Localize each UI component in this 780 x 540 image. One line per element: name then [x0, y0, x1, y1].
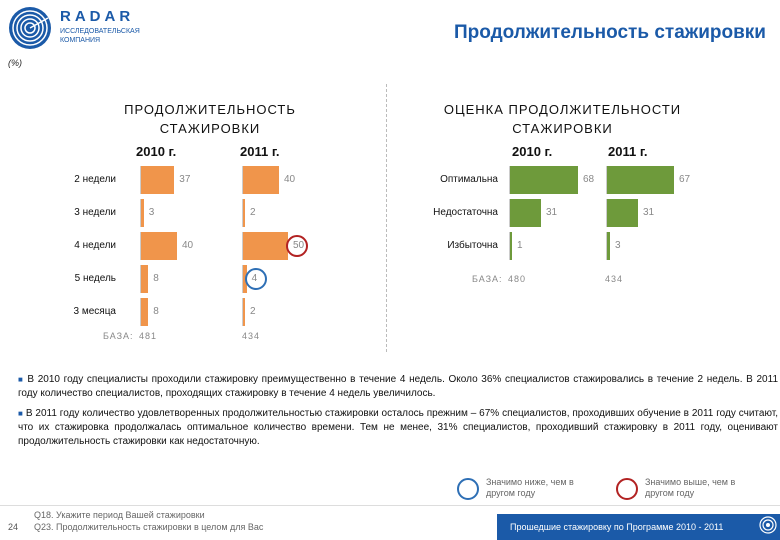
- lower-legend-text: Значимо ниже, чем в другом году: [486, 477, 574, 498]
- bar: [607, 166, 674, 194]
- left-panel-title-line1: ПРОДОЛЖИТЕЛЬНОСТЬ: [124, 102, 296, 117]
- left-year-2010: 2010 г.: [136, 144, 177, 159]
- logo-name: RADAR: [60, 8, 135, 25]
- data-label: 67: [679, 174, 691, 185]
- paragraph-1: ■ В 2010 году специалисты проходили стаж…: [18, 373, 778, 401]
- right-panel-title: ОЦЕНКА ПРОДОЛЖИТЕЛЬНОСТИ СТАЖИРОВКИ: [430, 100, 695, 138]
- left-panel-title-line2: СТАЖИРОВКИ: [159, 121, 261, 136]
- bar-axis-line: [606, 232, 607, 260]
- bar-axis-line: [140, 232, 141, 260]
- bar-axis-line: [140, 166, 141, 194]
- slide-title: Продолжительность стажировки: [454, 22, 766, 43]
- data-label: 8: [153, 273, 159, 284]
- bar: [141, 232, 177, 260]
- category-label: 3 месяца: [73, 306, 116, 317]
- data-label: 40: [182, 240, 194, 251]
- data-label: 3: [615, 240, 621, 251]
- category-label: 3 недели: [74, 207, 116, 218]
- lower-legend-circle-icon: [457, 478, 479, 500]
- logo-subtitle: ИССЛЕДОВАТЕЛЬСКАЯ КОМПАНИЯ: [60, 28, 140, 44]
- bar-axis-line: [140, 265, 141, 293]
- paragraph-2-text: В 2011 году количество удовлетворенных п…: [18, 408, 778, 447]
- bar: [243, 298, 245, 326]
- category-label: Оптимальна: [440, 174, 498, 185]
- data-label: 1: [517, 240, 523, 251]
- question-q18: Q18. Укажите период Вашей стажировки: [34, 510, 205, 520]
- right-panel-title-line1: ОЦЕНКА ПРОДОЛЖИТЕЛЬНОСТИ: [443, 102, 682, 117]
- bar-axis-line: [242, 199, 243, 227]
- right-panel-title-line2: СТАЖИРОВКИ: [512, 121, 613, 136]
- radar-logo-icon: [9, 7, 51, 49]
- bar-axis-line: [509, 232, 510, 260]
- unit-label: (%): [8, 58, 22, 68]
- bar: [607, 232, 610, 260]
- data-label: 2: [250, 207, 256, 218]
- bar: [243, 166, 279, 194]
- right-base-2011: 434: [605, 274, 624, 284]
- bullet-icon: ■: [18, 409, 23, 418]
- bar-axis-line: [606, 166, 607, 194]
- footer-bar: [497, 514, 780, 540]
- data-label: 37: [179, 174, 191, 185]
- left-year-2011: 2011 г.: [240, 144, 280, 159]
- bar-axis-line: [242, 265, 243, 293]
- bar-axis-line: [242, 298, 243, 326]
- category-label: 5 недель: [74, 273, 116, 284]
- bar: [510, 166, 578, 194]
- left-base-label: БАЗА:: [103, 331, 134, 341]
- panel-divider: [386, 84, 387, 352]
- paragraph-2: ■ В 2011 году количество удовлетворенных…: [18, 407, 778, 449]
- bar: [510, 199, 541, 227]
- category-label: 2 недели: [74, 174, 116, 185]
- bar-axis-line: [140, 298, 141, 326]
- data-label: 31: [643, 207, 655, 218]
- bar: [243, 199, 245, 227]
- data-label: 68: [583, 174, 595, 185]
- data-label: 8: [153, 306, 159, 317]
- bar: [141, 298, 149, 326]
- footer-divider: [0, 505, 780, 506]
- category-label: Избыточна: [447, 240, 498, 251]
- bar-axis-line: [509, 166, 510, 194]
- left-base-2011: 434: [242, 331, 261, 341]
- right-year-2011: 2011 г.: [608, 144, 648, 159]
- paragraph-1-text: В 2010 году специалисты проходили стажир…: [18, 374, 779, 399]
- right-year-2010: 2010 г.: [512, 144, 553, 159]
- footer-sample-text: Прошедшие стажировку по Программе 2010 -…: [510, 522, 724, 532]
- data-label: 2: [250, 306, 256, 317]
- right-base-2010: 480: [508, 274, 527, 284]
- data-label: 40: [284, 174, 296, 185]
- bar-axis-line: [242, 232, 243, 260]
- right-base-label: БАЗА:: [472, 274, 503, 284]
- category-label: 4 недели: [74, 240, 116, 251]
- question-q23: Q23. Продолжительность стажировки в цело…: [34, 522, 264, 532]
- data-label: 3: [148, 207, 155, 218]
- bar: [510, 232, 512, 260]
- higher-legend-text: Значимо выше, чем в другом году: [645, 477, 736, 498]
- higher-mark-circle-icon: [286, 235, 308, 257]
- bar: [243, 232, 288, 260]
- left-panel-title: ПРОДОЛЖИТЕЛЬНОСТЬ СТАЖИРОВКИ: [110, 100, 310, 138]
- data-label: 31: [546, 207, 558, 218]
- bar-axis-line: [606, 199, 607, 227]
- higher-legend-circle-icon: [616, 478, 638, 500]
- bar-axis-line: [509, 199, 510, 227]
- bar-axis-line: [242, 166, 243, 194]
- bar-axis-line: [140, 199, 141, 227]
- radar-small-logo-icon: [759, 516, 777, 534]
- left-base-2010: 481: [139, 331, 158, 341]
- bullet-icon: ■: [18, 375, 24, 384]
- lower-mark-circle-icon: [244, 268, 267, 290]
- bar: [141, 265, 149, 293]
- bar: [141, 199, 144, 227]
- page-number: 24: [8, 522, 19, 532]
- category-label: Недостаточна: [433, 207, 498, 218]
- bar: [607, 199, 638, 227]
- bar: [141, 166, 175, 194]
